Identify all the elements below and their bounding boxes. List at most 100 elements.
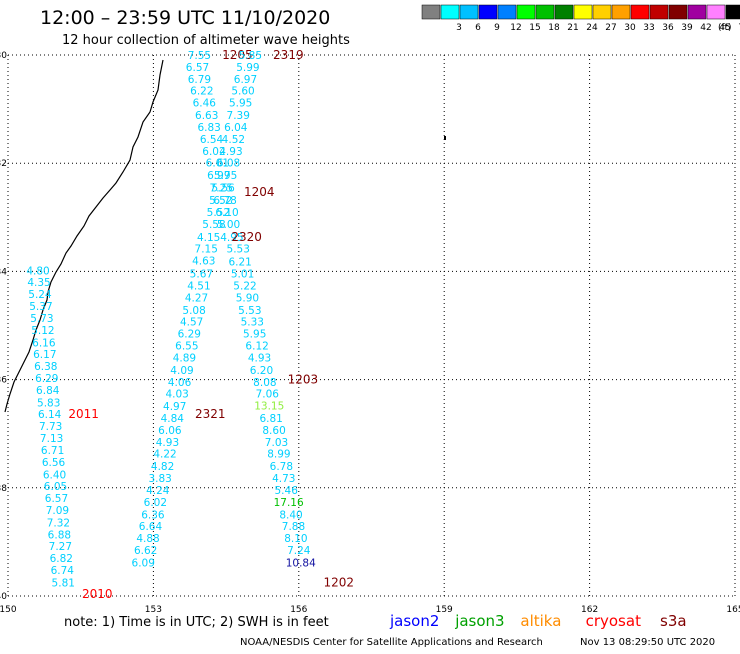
wave-height-value: 6.36 xyxy=(141,509,165,521)
wave-height-value: 5.12 xyxy=(31,325,54,337)
longitude-tick-label: 159 xyxy=(436,605,453,615)
wave-height-value: 5.95 xyxy=(214,170,237,182)
pass-time-label: 2320 xyxy=(231,230,262,244)
wave-height-value: 5.53 xyxy=(227,244,250,256)
wave-height-value: 6.10 xyxy=(215,207,238,219)
wave-height-value: 6.84 xyxy=(36,385,60,397)
wave-height-value: 5.95 xyxy=(243,329,266,341)
map-subtitle: 12 hour collection of altimeter wave hei… xyxy=(62,33,350,48)
wave-height-value: 6.63 xyxy=(195,110,218,122)
footer-note: note: 1) Time is in UTC; 2) SWH is in fe… xyxy=(64,615,329,630)
wave-height-value: 5.33 xyxy=(241,317,264,329)
wave-height-value: 6.46 xyxy=(193,98,217,110)
legend-label: 18 xyxy=(548,23,560,33)
wave-height-value: 5.01 xyxy=(231,269,254,281)
wave-height-value: 6.88 xyxy=(48,529,71,541)
pass-time-label: 1204 xyxy=(244,185,275,199)
wave-height-value: 7.03 xyxy=(265,437,288,449)
wave-height-value: 5.58 xyxy=(202,219,225,231)
legend-swatch xyxy=(497,4,517,20)
wave-height-value: 7.32 xyxy=(47,517,70,529)
wave-height-value: 5.24 xyxy=(28,289,52,301)
wave-height-value: 7.73 xyxy=(39,421,62,433)
coastline xyxy=(4,59,164,413)
pass-time-label: 2319 xyxy=(273,48,304,62)
longitude-tick-label: 156 xyxy=(290,605,307,615)
pass-time-label: 1205 xyxy=(222,48,253,62)
wave-height-value: 4.27 xyxy=(185,292,208,304)
wave-height-value: 3.83 xyxy=(148,473,171,485)
legend-unit: (ft) xyxy=(718,23,732,33)
wave-height-value: 5.46 xyxy=(275,485,299,497)
wave-height-value: 4.93 xyxy=(156,437,179,449)
pass-time-label: 2321 xyxy=(195,407,226,421)
wave-height-value: 4.93 xyxy=(219,146,242,158)
wave-height-value: 4.24 xyxy=(146,485,170,497)
wave-height-value: 5.22 xyxy=(233,280,256,292)
wave-height-value: 6.22 xyxy=(190,86,213,98)
wave-height-value: 5.83 xyxy=(37,397,60,409)
legend-label: 24 xyxy=(586,23,598,33)
wave-height-value: 6.16 xyxy=(32,337,56,349)
satellite-legend-item: cryosat xyxy=(586,612,641,630)
wave-height-value: 4.03 xyxy=(165,389,188,401)
satellite-legend-item: jason2 xyxy=(389,612,439,630)
wave-height-value: 4.97 xyxy=(163,401,186,413)
wave-height-value: 4.57 xyxy=(180,317,203,329)
wave-height-value: 5.52 xyxy=(209,195,232,207)
legend-swatch xyxy=(725,4,740,20)
wave-height-value: 6.06 xyxy=(158,425,182,437)
legend-swatch xyxy=(706,4,726,20)
wave-height-value: 6.57 xyxy=(45,493,68,505)
wave-height-value: 7.15 xyxy=(195,244,218,256)
wave-height-value: 6.21 xyxy=(228,257,251,269)
wave-height-value: 7.09 xyxy=(46,505,69,517)
wave-height-value: 6.97 xyxy=(207,170,230,182)
wave-height-value: 4.93 xyxy=(248,352,271,364)
satellite-legend: jason2 jason3 altika cryosat s3a xyxy=(389,612,687,630)
legend-swatch xyxy=(668,4,688,20)
wave-height-value: 8.60 xyxy=(262,425,285,437)
legend-swatch xyxy=(478,4,498,20)
wave-height-value: 5.37 xyxy=(29,301,52,313)
wave-height-value: 6.54 xyxy=(200,134,224,146)
wave-height-value: 6.83 xyxy=(197,122,220,134)
wave-height-value: 4.88 xyxy=(136,533,159,545)
wave-height-value: 5.99 xyxy=(236,62,259,74)
latitude-tick-label: -40 xyxy=(0,592,7,602)
wave-height-value: 4.80 xyxy=(26,265,49,277)
wave-height-value: 4.22 xyxy=(153,449,176,461)
wave-height-value: 6.02 xyxy=(202,146,225,158)
legend-swatch xyxy=(592,4,612,20)
wave-height-value: 4.09 xyxy=(170,365,193,377)
wave-height-value: 6.20 xyxy=(250,365,273,377)
wave-height-value: 5.73 xyxy=(30,313,53,325)
wave-height-value: 6.38 xyxy=(34,361,57,373)
wave-height-value: 6.78 xyxy=(213,195,236,207)
wave-height-value: 4.89 xyxy=(173,352,196,364)
legend-swatch xyxy=(554,4,574,20)
wave-height-value: 6.29 xyxy=(35,373,58,385)
wave-height-value: 4.63 xyxy=(192,256,215,268)
legend-label: 12 xyxy=(510,23,521,33)
latitude-tick-label: -32 xyxy=(0,159,7,169)
wave-height-value: 5.60 xyxy=(231,86,254,98)
latitude-tick-label: -38 xyxy=(0,484,7,494)
wave-height-value: 6.12 xyxy=(245,341,268,353)
wave-height-value: 4.73 xyxy=(272,473,295,485)
latitude-tick-label: -30 xyxy=(0,51,7,61)
wave-height-value: 6.01 xyxy=(206,158,229,170)
legend-swatch xyxy=(421,4,441,20)
wave-height-value: 4.06 xyxy=(168,377,192,389)
latitude-tick-label: -34 xyxy=(0,267,7,277)
legend-label: 36 xyxy=(662,23,674,33)
legend-label: 6 xyxy=(475,23,481,33)
wave-height-value: 6.40 xyxy=(43,469,66,481)
legend-label: 30 xyxy=(624,23,636,33)
wave-height-value: 13.15 xyxy=(254,401,284,413)
wave-height-value: 6.55 xyxy=(175,341,198,353)
wave-height-value: 7.06 xyxy=(256,389,280,401)
longitude-tick-label: 165 xyxy=(726,605,740,615)
